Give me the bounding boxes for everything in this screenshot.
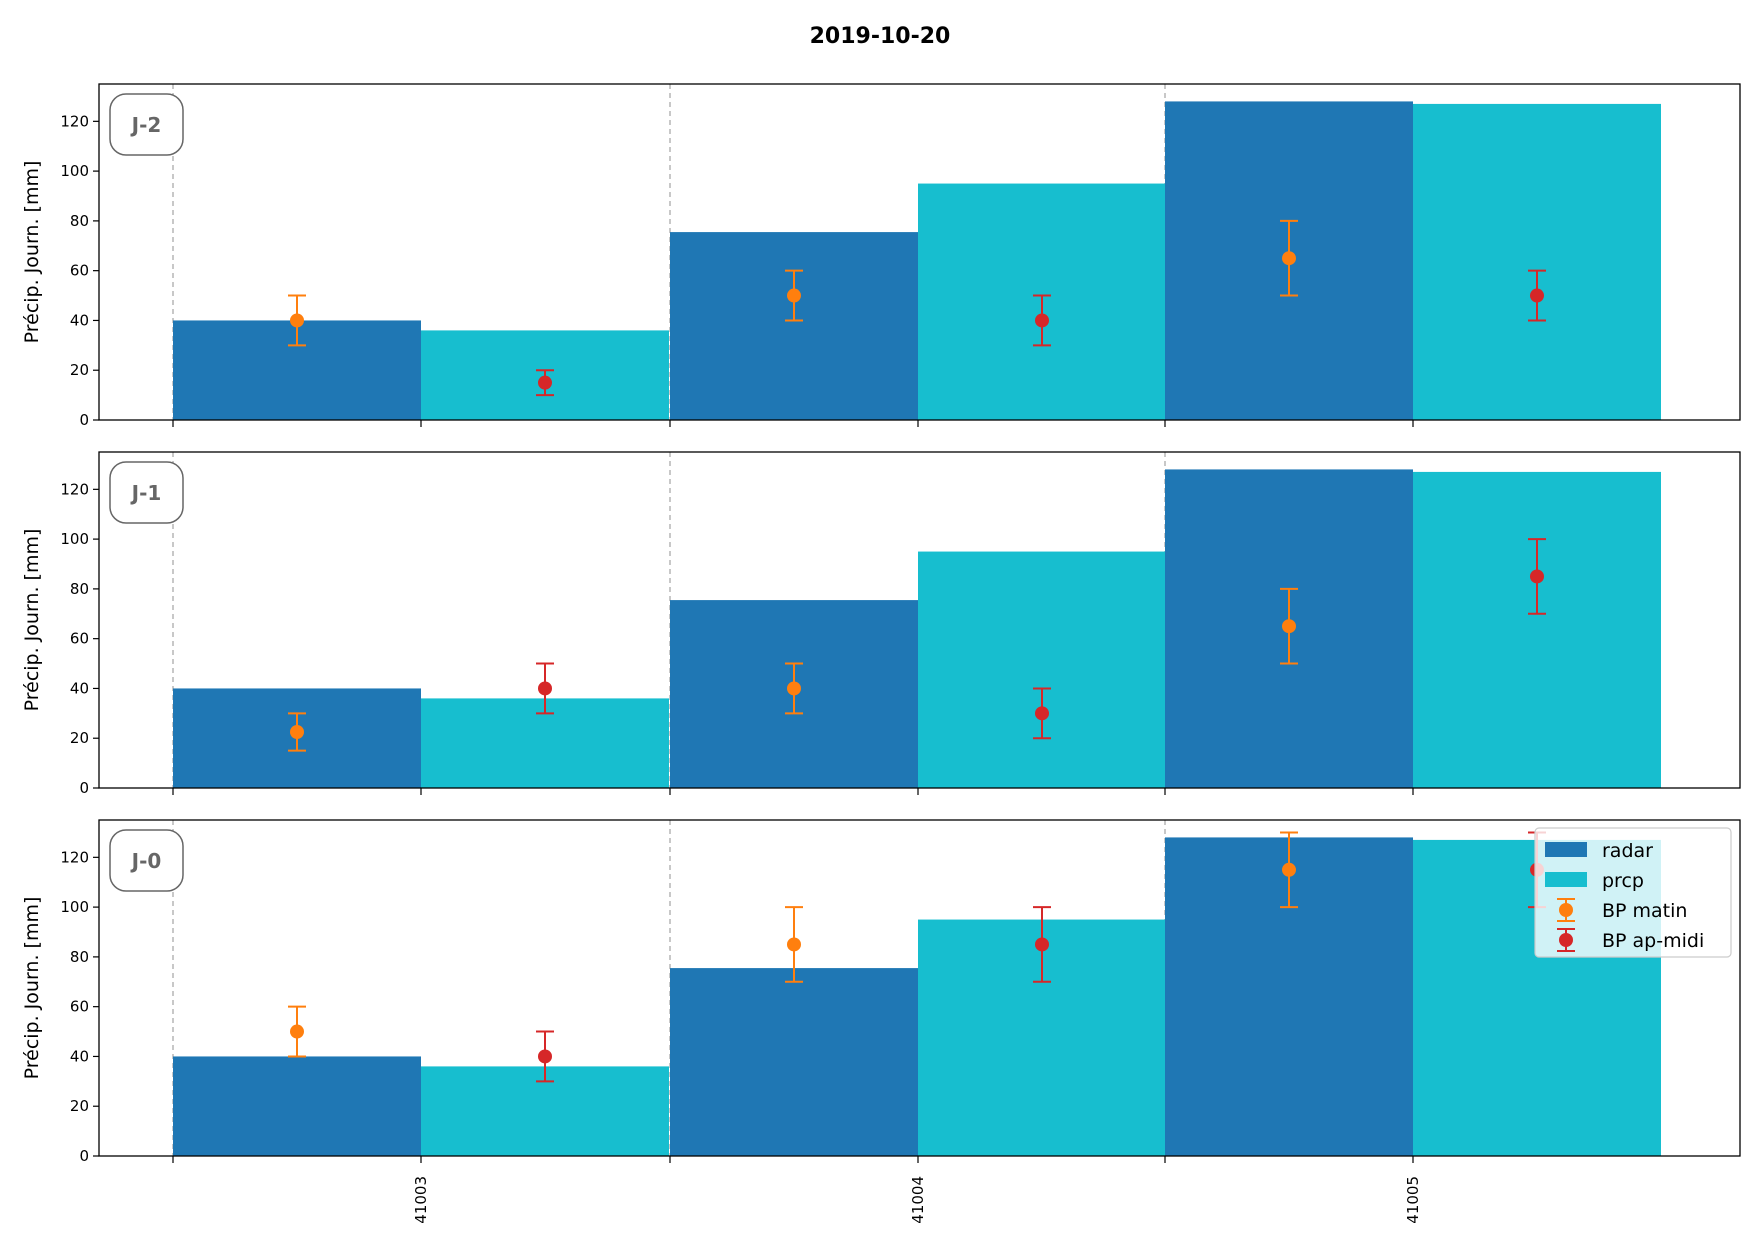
point-bp-ap-midi-41004: [1035, 937, 1049, 952]
y-tick-label: 20: [70, 361, 89, 379]
panel-badge-label: J-1: [130, 481, 162, 505]
axes-frame: [98, 83, 1741, 421]
point-bp-ap-midi-41005: [1530, 288, 1544, 303]
panel-badge-label: J-0: [130, 849, 162, 873]
y-tick-label: 80: [70, 580, 89, 598]
legend-label: BP matin: [1602, 900, 1687, 922]
legend-swatch-marker: [1559, 933, 1573, 947]
point-bp-matin-41004: [787, 937, 801, 952]
errorbar-bp-matin-41003: [288, 712, 306, 752]
panel-j-0: 0 20 40 60 80 100 120 Précip. Journ. [mm] J-0 410…: [21, 819, 1741, 1224]
point-bp-matin-41005: [1282, 619, 1296, 634]
point-bp-ap-midi-41004: [1035, 706, 1049, 721]
axes-frame: [98, 819, 1741, 1157]
point-bp-matin-41005: [1282, 251, 1296, 266]
y-tick-label: 60: [70, 262, 89, 280]
y-axis-label: Précip. Journ. [mm]: [21, 161, 43, 344]
y-tick-label: 0: [79, 1147, 89, 1165]
point-bp-matin-41005: [1282, 862, 1296, 877]
y-tick-label: 40: [70, 1047, 89, 1065]
legend-entry-bp-matin: BP matin: [1557, 898, 1687, 922]
bar-radar-41004: [670, 968, 918, 1156]
point-bp-matin-41004: [787, 681, 801, 696]
y-axis-label: Précip. Journ. [mm]: [21, 897, 43, 1080]
panel-badge: [109, 829, 184, 892]
errorbar-bp-ap-midi-41003: [536, 1030, 554, 1083]
point-bp-ap-midi-41004: [1035, 313, 1049, 328]
panel-badge-label: J-2: [130, 113, 162, 137]
errorbar-bp-ap-midi-41004: [1033, 294, 1051, 347]
bar-prcp-41005: [1413, 103, 1661, 421]
panel-j-2: 0 20 40 60 80 100 120 Précip. Journ. [mm] J-2: [21, 83, 1741, 429]
errorbar-bp-matin-41003: [288, 294, 306, 347]
y-tick-label: 100: [60, 530, 89, 548]
errorbar-bp-matin-41004: [785, 906, 803, 983]
y-tick-label: 80: [70, 948, 89, 966]
legend-label: BP ap-midi: [1602, 930, 1704, 952]
y-tick-label: 120: [60, 848, 89, 866]
x-tick-label-41003: 41003: [412, 1176, 430, 1224]
y-tick-label: 120: [60, 112, 89, 130]
y-tick-label: 40: [70, 311, 89, 329]
errorbar-bp-matin-41004: [785, 269, 803, 322]
point-bp-matin-41003: [290, 725, 304, 739]
x-tick-label-41004: 41004: [909, 1176, 927, 1224]
point-bp-ap-midi-41005: [1530, 569, 1544, 584]
bar-radar-41004: [670, 232, 918, 420]
y-axis-label: Précip. Journ. [mm]: [21, 529, 43, 712]
errorbar-bp-ap-midi-41005: [1528, 269, 1546, 322]
y-tick-label: 100: [60, 898, 89, 916]
errorbar-bp-matin-41005: [1280, 219, 1298, 297]
panel-badge: [109, 93, 184, 156]
legend-label: prcp: [1602, 870, 1644, 892]
y-tick-label: 100: [60, 162, 89, 180]
y-tick-label: 60: [70, 630, 89, 648]
errorbar-bp-ap-midi-41004: [1033, 687, 1051, 740]
bar-prcp-41005: [1413, 471, 1661, 788]
plot-layer: 0 20 40 60 80 100 120 Précip. Journ. [mm] J-2 0 20…: [21, 83, 1741, 1224]
panel-badge: [109, 461, 184, 524]
legend-entry-bp-ap-midi: BP ap-midi: [1557, 928, 1704, 952]
point-bp-ap-midi-41003: [538, 375, 552, 390]
chart-title: 2019-10-20: [810, 24, 951, 49]
legend-entry-prcp: prcp: [1545, 870, 1644, 892]
legend-box: [1534, 827, 1732, 958]
errorbar-bp-matin-41005: [1280, 831, 1298, 909]
panel-j-1: 0 20 40 60 80 100 120 Précip. Journ. [mm] J-1: [21, 451, 1741, 797]
legend-label: radar: [1602, 840, 1653, 862]
point-bp-matin-41003: [290, 1024, 304, 1039]
legend: radar prcp BP matin BP ap-midi: [1534, 827, 1732, 958]
axes-frame: [98, 451, 1741, 789]
y-tick-label: 40: [70, 679, 89, 697]
legend-swatch: [1545, 842, 1587, 857]
errorbar-bp-ap-midi-41003: [536, 369, 554, 397]
legend-swatch-marker: [1559, 903, 1573, 917]
errorbar-bp-matin-41003: [288, 1005, 306, 1058]
legend-entry-radar: radar: [1545, 840, 1653, 862]
x-tick-label-41005: 41005: [1404, 1176, 1422, 1224]
legend-swatch: [1545, 872, 1587, 887]
y-tick-label: 60: [70, 998, 89, 1016]
y-tick-label: 20: [70, 729, 89, 747]
y-tick-label: 80: [70, 212, 89, 230]
errorbar-bp-ap-midi-41004: [1033, 906, 1051, 983]
errorbar-bp-matin-41004: [785, 662, 803, 715]
point-bp-ap-midi-41003: [538, 681, 552, 696]
y-tick-label: 0: [79, 779, 89, 797]
point-bp-matin-41004: [787, 288, 801, 303]
errorbar-bp-matin-41005: [1280, 587, 1298, 665]
bar-radar-41003: [173, 1056, 421, 1156]
errorbar-bp-ap-midi-41005: [1528, 538, 1546, 615]
y-tick-label: 120: [60, 480, 89, 498]
errorbar-bp-ap-midi-41003: [536, 662, 554, 715]
point-bp-matin-41003: [290, 313, 304, 328]
point-bp-ap-midi-41003: [538, 1049, 552, 1064]
y-tick-label: 20: [70, 1097, 89, 1115]
y-tick-label: 0: [79, 411, 89, 429]
bar-prcp-41004: [918, 551, 1166, 788]
